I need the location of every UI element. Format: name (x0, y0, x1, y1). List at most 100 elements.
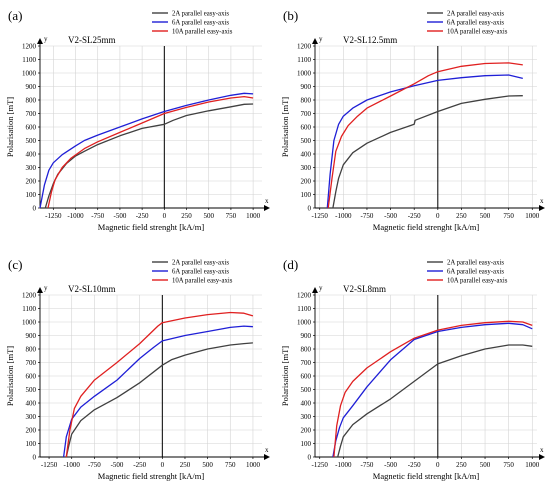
x-tick-label-c-5: 0 (161, 461, 165, 469)
x-tick-label-b-4: -250 (408, 212, 421, 220)
y-tick-label-a-12: 1200 (22, 43, 37, 51)
y-axis-arrow-c (37, 287, 43, 293)
chart-title-b: V2-SL12.5mm (343, 35, 397, 45)
x-tick-label-d-5: 0 (436, 461, 440, 469)
y-tick-label-c-9: 900 (26, 332, 37, 340)
y-tick-label-b-8: 800 (301, 97, 312, 105)
y-tick-label-c-0: 0 (33, 454, 37, 462)
y-axis-title-b: Polarisation [mT] (280, 97, 290, 157)
y-tick-label-b-1: 100 (301, 191, 312, 199)
x-tick-label-d-8: 750 (503, 461, 514, 469)
y-tick-label-a-1: 100 (26, 191, 37, 199)
legend-label-c-0: 2A parallel easy-axis (172, 260, 229, 267)
x-axis-arrow-c (264, 454, 270, 460)
y-axis-arrow-d (312, 287, 318, 293)
x-tick-label-a-0: -1250 (45, 212, 62, 220)
chart-d-svg: (d) y x 0 100 200 300 400 500 600 700 800 900 1000 110… (280, 257, 545, 481)
x-tick-label-a-4: -250 (136, 212, 149, 220)
y-tick-label-b-0: 0 (308, 205, 312, 213)
y-tick-label-a-5: 500 (26, 137, 37, 145)
x-tick-label-d-0: -1250 (312, 461, 329, 469)
grid-a (40, 45, 262, 209)
x-tick-label-b-7: 500 (480, 212, 491, 220)
grid-d (315, 294, 537, 458)
y-axis-arrow-b (312, 38, 318, 44)
y-tick-label-b-5: 500 (301, 137, 312, 145)
x-tick-label-b-0: -1250 (312, 212, 329, 220)
panel-a: (a) y x 0 100 200 300 400 500 600 700 800 900 1000 110… (0, 0, 275, 248)
series-line-d-0 (337, 344, 533, 458)
legend-label-d-0: 2A parallel easy-axis (447, 260, 504, 267)
panel-label-a: (a) (8, 8, 22, 23)
y-tick-label-d-11: 1100 (297, 305, 311, 313)
x-tick-label-c-0: -1250 (41, 461, 58, 469)
x-tick-label-c-9: 1000 (246, 461, 261, 469)
x-tick-label-c-2: -750 (88, 461, 101, 469)
chart-title-a: V2-SL25mm (68, 35, 116, 45)
y-axis-letter-d: y (319, 284, 323, 292)
x-axis-title-b: Magnetic field strenght [kA/m] (373, 222, 480, 232)
chart-b-svg: (b) y x 0 100 200 300 400 500 600 700 800 900 1000 110… (280, 8, 545, 232)
legend-label-b-0: 2A parallel easy-axis (447, 11, 504, 18)
x-tick-label-c-7: 500 (202, 461, 213, 469)
legend-d: 2A parallel easy-axis 6A parallel easy-ax… (427, 260, 508, 285)
legend-label-a-0: 2A parallel easy-axis (172, 11, 229, 18)
series-line-b-1 (326, 74, 523, 209)
y-tick-label-d-3: 300 (301, 413, 312, 421)
x-axis-letter-b: x (540, 197, 544, 205)
panel-label-c: (c) (8, 257, 22, 272)
x-axis-arrow-b (539, 205, 545, 211)
y-tick-label-a-10: 1000 (22, 70, 37, 78)
y-tick-label-b-10: 1000 (297, 70, 312, 78)
legend-c: 2A parallel easy-axis 6A parallel easy-ax… (152, 260, 233, 285)
x-tick-label-b-9: 1000 (525, 212, 540, 220)
x-axis-title-c: Magnetic field strenght [kA/m] (98, 471, 205, 481)
series-line-b-2 (327, 62, 523, 209)
x-tick-label-c-4: -250 (133, 461, 146, 469)
y-tick-label-c-11: 1100 (22, 305, 36, 313)
x-axis-title-a: Magnetic field strenght [kA/m] (98, 222, 205, 232)
y-tick-label-a-8: 800 (26, 97, 37, 105)
x-axis-letter-c: x (265, 446, 269, 454)
x-tick-label-a-1: -1000 (67, 212, 84, 220)
y-tick-label-c-2: 200 (26, 427, 37, 435)
y-axis-title-a: Polarisation [mT] (5, 97, 15, 157)
legend-b: 2A parallel easy-axis 6A parallel easy-ax… (427, 11, 508, 36)
legend-a: 2A parallel easy-axis 6A parallel easy-ax… (152, 11, 233, 36)
x-tick-label-b-2: -750 (361, 212, 374, 220)
x-tick-label-a-8: 750 (226, 212, 237, 220)
series-line-b-0 (332, 95, 523, 209)
x-axis-letter-a: x (265, 197, 269, 205)
x-axis-arrow-a (264, 205, 270, 211)
grid-b (315, 45, 537, 209)
y-tick-label-d-7: 700 (301, 359, 312, 367)
x-tick-label-b-1: -1000 (335, 212, 352, 220)
y-tick-label-c-12: 1200 (22, 292, 37, 300)
x-tick-label-a-3: -500 (113, 212, 126, 220)
y-tick-label-c-6: 600 (26, 373, 37, 381)
y-tick-label-a-2: 200 (26, 178, 37, 186)
x-tick-label-b-8: 750 (503, 212, 514, 220)
x-tick-label-d-7: 500 (480, 461, 491, 469)
x-axis-title-d: Magnetic field strenght [kA/m] (373, 471, 480, 481)
x-tick-label-a-5: 0 (163, 212, 167, 220)
legend-label-c-2: 10A parallel easy-axis (172, 278, 233, 285)
x-tick-label-b-5: 0 (436, 212, 440, 220)
panel-c: (c) y x 0 100 200 300 400 500 600 700 800 900 1000 110… (0, 249, 275, 497)
x-tick-label-d-4: -250 (408, 461, 421, 469)
grid-c (40, 294, 262, 458)
y-tick-label-d-12: 1200 (297, 292, 312, 300)
x-tick-label-d-1: -1000 (335, 461, 352, 469)
series-line-d-1 (332, 322, 533, 458)
x-tick-label-d-9: 1000 (525, 461, 540, 469)
series-line-a-2 (47, 95, 254, 209)
series-line-a-1 (39, 92, 254, 209)
chart-title-d: V2-SL8mm (343, 284, 386, 294)
legend-label-a-1: 6A parallel easy-axis (172, 20, 229, 27)
y-tick-label-d-10: 1000 (297, 319, 312, 327)
chart-a-svg: (a) y x 0 100 200 300 400 500 600 700 800 900 1000 110… (5, 8, 270, 232)
y-tick-label-b-4: 400 (301, 151, 312, 159)
y-tick-label-a-0: 0 (33, 205, 37, 213)
y-tick-label-d-8: 800 (301, 346, 312, 354)
series-line-c-2 (65, 311, 254, 458)
